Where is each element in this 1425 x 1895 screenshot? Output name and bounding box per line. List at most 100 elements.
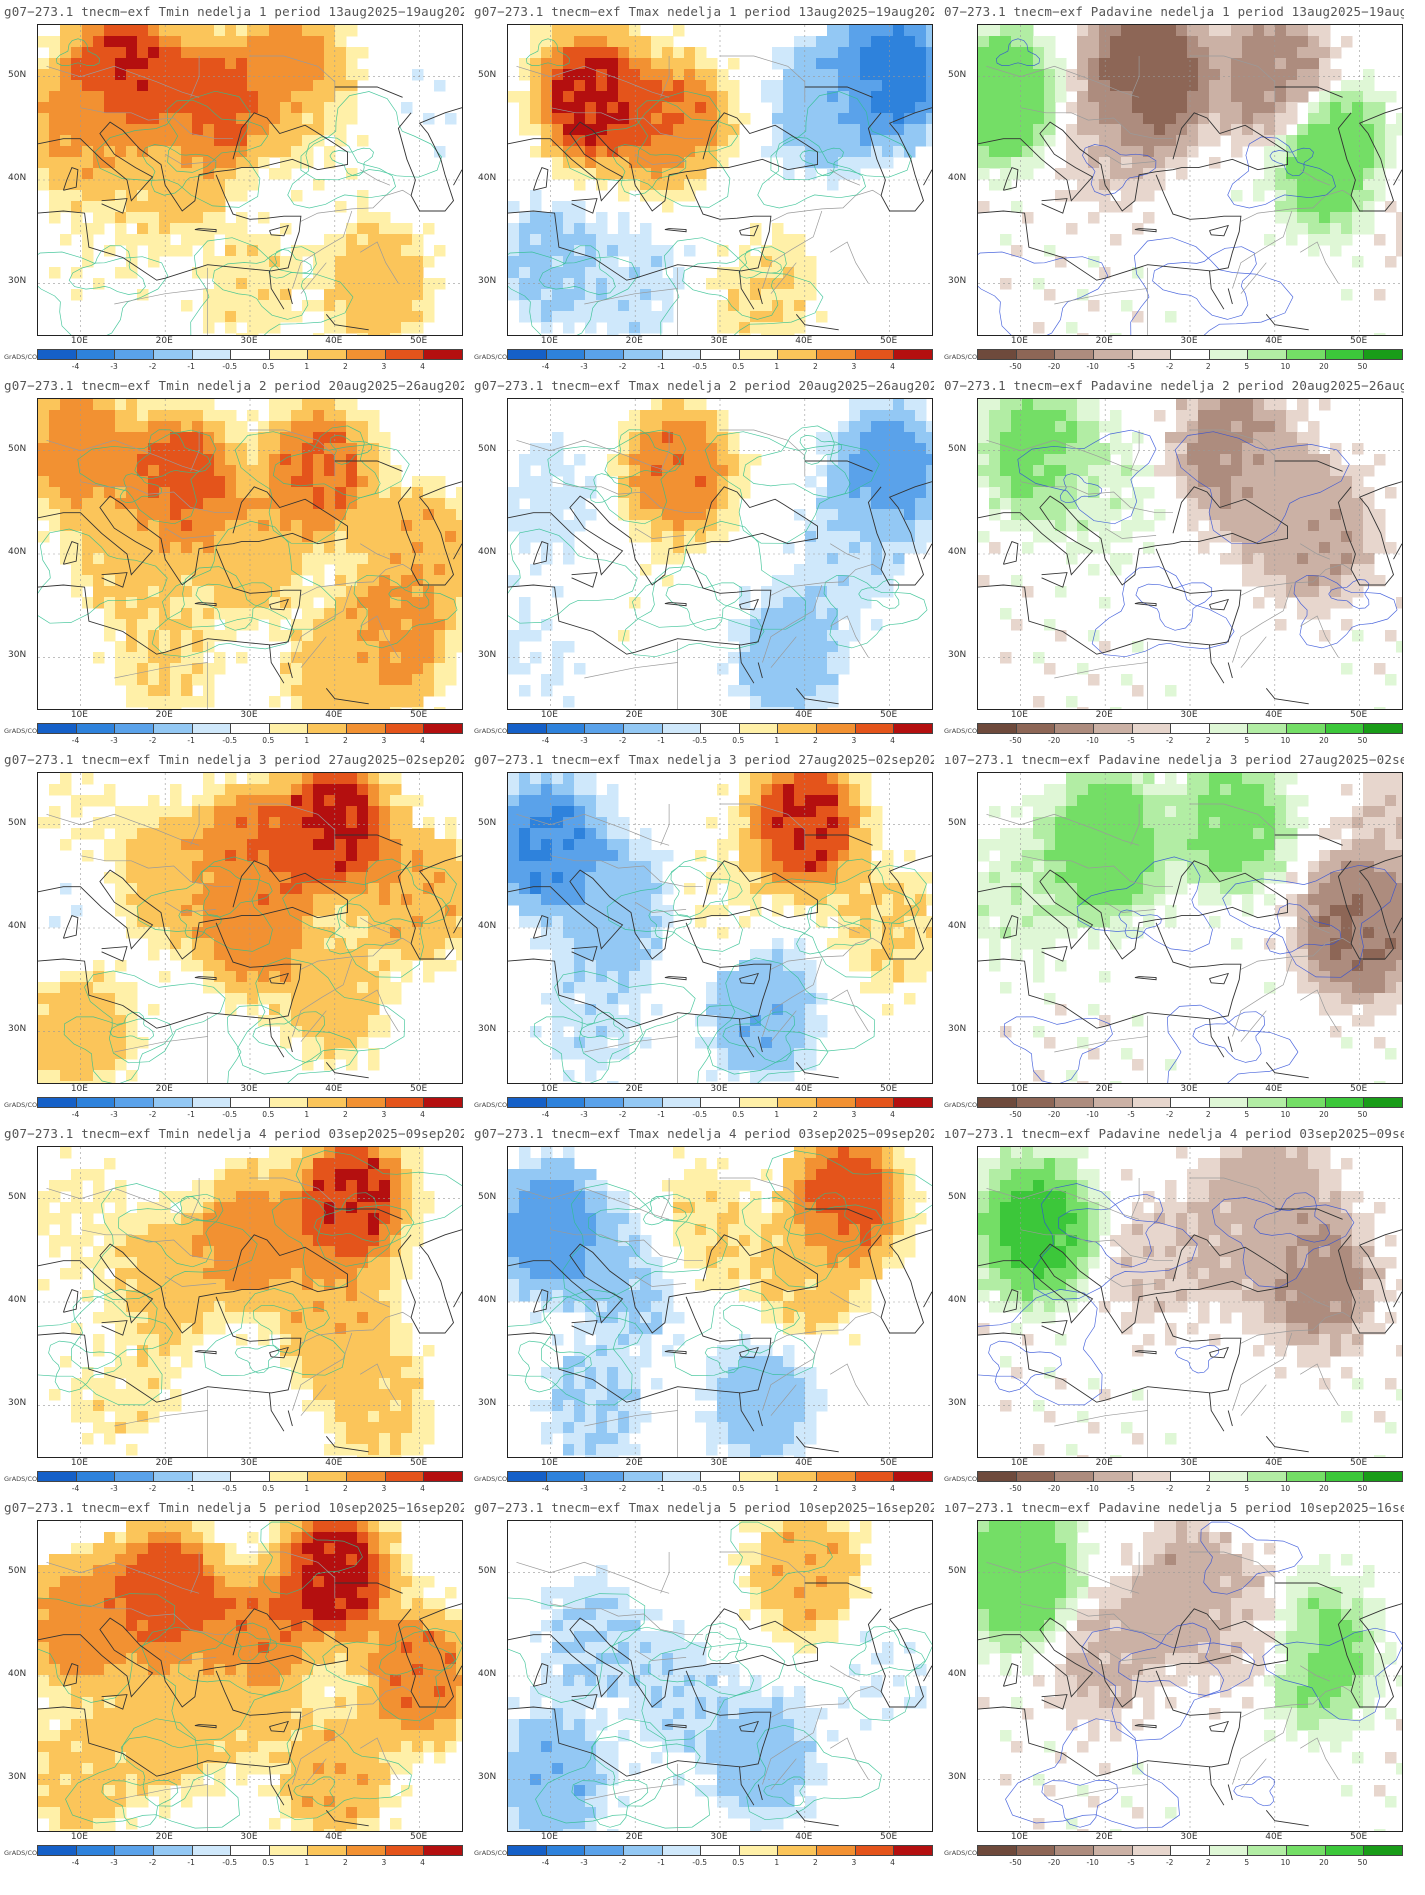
graticule bbox=[38, 399, 462, 709]
colorbar-tick-label: -3 bbox=[110, 362, 118, 371]
longitude-label: 30E bbox=[240, 1458, 258, 1468]
colorbar-tick-label: 4 bbox=[890, 736, 895, 745]
colorbar-tick-label: 50 bbox=[1357, 1110, 1368, 1119]
latitude-label: 40N bbox=[8, 921, 27, 931]
colorbar-swatch bbox=[817, 1098, 856, 1107]
tmin-panel-week-1: g07−273.1 tnecm−exf Tmin nedelja 1 perio… bbox=[4, 0, 464, 378]
colorbar-swatch bbox=[1209, 1472, 1249, 1481]
colorbar-swatch bbox=[308, 350, 348, 359]
colorbar-swatch bbox=[1132, 1472, 1172, 1481]
colorbar-tick-label: -0.5 bbox=[692, 1858, 708, 1867]
colorbar-swatch bbox=[308, 1472, 348, 1481]
colorbar-tick-label: -3 bbox=[110, 1110, 118, 1119]
colorbar-swatch bbox=[1016, 350, 1056, 359]
colorbar-swatch bbox=[739, 1098, 779, 1107]
contour-lines bbox=[38, 1521, 462, 1829]
tmin-panel-week-4: g07−273.1 tnecm−exf Tmin nedelja 4 perio… bbox=[4, 1122, 464, 1500]
latitude-label: 50N bbox=[8, 1191, 27, 1202]
shaded-anomaly-cells bbox=[978, 25, 1402, 335]
map-frame bbox=[977, 772, 1403, 1084]
longitude-label: 50E bbox=[410, 710, 428, 720]
colorbar-swatch bbox=[778, 350, 818, 359]
colorbar-swatch bbox=[817, 1472, 856, 1481]
longitude-label: 10E bbox=[1010, 1084, 1028, 1094]
longitude-label: 40E bbox=[1265, 1832, 1283, 1842]
colorbar-tick-label: 5 bbox=[1244, 362, 1250, 371]
panel-title: g07−273.1 tnecm−exf Tmin nedelja 5 perio… bbox=[4, 1500, 464, 1515]
colorbar bbox=[37, 1097, 463, 1108]
shaded-anomaly-cells bbox=[978, 1147, 1402, 1457]
colorbar-swatch bbox=[1364, 1098, 1403, 1107]
contour-lines bbox=[1005, 1521, 1402, 1829]
colorbar-swatch bbox=[623, 1472, 663, 1481]
coastlines bbox=[508, 86, 932, 331]
colorbar-tick-label: 1 bbox=[304, 362, 310, 371]
colorbar-swatch bbox=[585, 350, 624, 359]
country-borders bbox=[46, 1551, 412, 1831]
shaded-anomaly-cells bbox=[508, 773, 932, 1083]
colorbar-swatch bbox=[978, 350, 1017, 359]
colorbar-swatch bbox=[76, 1472, 116, 1481]
colorbar-swatch bbox=[546, 1098, 586, 1107]
colorbar-tick-label: 0.5 bbox=[732, 362, 745, 371]
colorbar-swatch bbox=[347, 1098, 386, 1107]
latitude-label: 30N bbox=[948, 650, 967, 661]
country-borders bbox=[516, 803, 882, 1083]
shaded-anomaly-cells bbox=[508, 25, 932, 335]
colorbar-swatch bbox=[701, 1472, 740, 1481]
colorbar-tick-label: -3 bbox=[580, 1110, 588, 1119]
longitude-label: 10E bbox=[540, 710, 558, 720]
map-frame bbox=[977, 1146, 1403, 1458]
colorbar-swatch bbox=[1093, 350, 1133, 359]
colorbar-tick-label: -1 bbox=[657, 1858, 665, 1867]
colorbar-swatch bbox=[115, 1472, 154, 1481]
colorbar-swatch bbox=[855, 1098, 895, 1107]
shaded-anomaly-cells bbox=[38, 773, 462, 1083]
colorbar-tick-label: -4 bbox=[71, 1484, 80, 1493]
map-frame bbox=[507, 1520, 933, 1832]
colorbar-tick-label: 3 bbox=[851, 1484, 857, 1493]
colorbar-swatch bbox=[269, 1472, 309, 1481]
colorbar-tick-label: 0.5 bbox=[732, 1110, 745, 1119]
contour-lines bbox=[533, 856, 927, 1083]
colorbar-swatch bbox=[1248, 1846, 1288, 1855]
coastlines bbox=[38, 460, 462, 705]
colorbar-swatch bbox=[739, 724, 779, 733]
colorbar-swatch bbox=[1016, 1098, 1056, 1107]
longitude-label: 40E bbox=[1265, 1084, 1283, 1094]
colorbar-tick-label: 0.5 bbox=[262, 1484, 275, 1493]
contour-lines bbox=[38, 425, 458, 658]
longitude-label: 20E bbox=[155, 1458, 173, 1468]
colorbar-tick-label: 10 bbox=[1280, 736, 1291, 745]
latitude-label: 40N bbox=[478, 921, 497, 931]
colorbar-tick-label: 0.5 bbox=[262, 736, 275, 745]
colorbar-tick-label: 0.5 bbox=[732, 1484, 745, 1493]
colorbar-tick-label: 0.5 bbox=[262, 362, 275, 371]
colorbar-swatch bbox=[1171, 1472, 1210, 1481]
colorbar-swatch bbox=[1209, 1098, 1249, 1107]
grads-credit: GrADS/COLA bbox=[944, 727, 986, 735]
colorbar-swatch bbox=[1287, 1098, 1326, 1107]
colorbar-tick-label: 50 bbox=[1357, 362, 1368, 371]
longitude-label: 10E bbox=[540, 336, 558, 346]
longitude-label: 50E bbox=[880, 1458, 898, 1468]
colorbar-swatch bbox=[508, 1098, 547, 1107]
longitude-label: 20E bbox=[1095, 336, 1113, 346]
longitude-label: 30E bbox=[240, 710, 258, 720]
coastlines bbox=[978, 834, 1402, 1079]
longitude-label: 10E bbox=[1010, 1832, 1028, 1842]
colorbar-tick-label: -4 bbox=[71, 1858, 80, 1867]
latitude-label: 50N bbox=[8, 817, 27, 828]
colorbar-swatch bbox=[1055, 1098, 1094, 1107]
latitude-label: 50N bbox=[478, 1191, 497, 1202]
grads-credit: GrADS/COLA bbox=[944, 1849, 986, 1857]
colorbar bbox=[977, 1097, 1403, 1108]
latitude-label: 40N bbox=[478, 547, 497, 557]
colorbar-tick-label: -1 bbox=[187, 362, 195, 371]
colorbar-swatch bbox=[739, 1472, 779, 1481]
colorbar-swatch bbox=[153, 1846, 193, 1855]
colorbar-tick-label: -2 bbox=[618, 736, 627, 745]
longitude-label: 20E bbox=[155, 336, 173, 346]
colorbar-swatch bbox=[269, 350, 309, 359]
colorbar-tick-label: -10 bbox=[1086, 1858, 1099, 1867]
